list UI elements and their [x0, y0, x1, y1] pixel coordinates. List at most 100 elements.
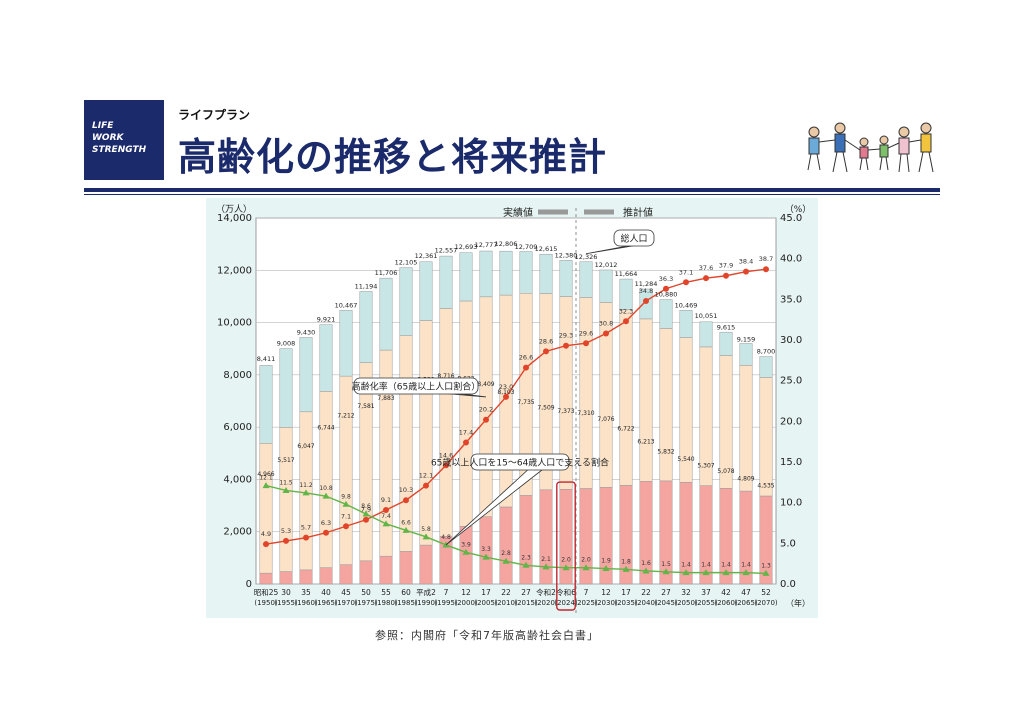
aging-rate-point	[463, 439, 469, 446]
aging-rate-point	[643, 297, 649, 304]
support-ratio-point	[662, 568, 670, 575]
support-ratio-label: 6.6	[401, 519, 411, 526]
support-ratio-label: 12.1	[259, 475, 273, 482]
support-ratio-point	[722, 569, 730, 576]
y-right-tick-label: 30.0	[780, 335, 802, 346]
total-label: 11,706	[375, 269, 398, 277]
support-ratio-label: 3.9	[461, 541, 471, 548]
aging-rate-point	[623, 318, 629, 325]
bar-segment-0	[499, 506, 513, 585]
aging-rate-point	[763, 266, 769, 273]
total-label: 12,361	[415, 252, 438, 260]
support-ratio-label: 1.6	[641, 560, 651, 567]
support-ratio-callout-pointer	[445, 467, 545, 546]
bar-segment-2	[719, 331, 733, 356]
bar-segment-1	[459, 300, 473, 527]
support-ratio-point	[402, 526, 410, 533]
aging-rate-point	[543, 348, 549, 355]
aging-rate-label: 30.8	[599, 319, 613, 327]
working-age-label: 5,078	[717, 468, 734, 475]
x-tick-year: (2060)	[714, 599, 738, 607]
aging-rate-label: 29.3	[559, 332, 573, 340]
bar-segment-1	[739, 365, 753, 492]
support-ratio-label: 7.4	[381, 513, 391, 520]
header-rule-thin	[84, 194, 940, 195]
aging-rate-label: 32.3	[619, 307, 633, 315]
bar-segment-2	[439, 255, 453, 309]
aging-rate-point	[443, 462, 449, 469]
support-ratio-label: 2.8	[501, 550, 511, 557]
logo-line-3: STRENGTH	[92, 145, 147, 155]
working-age-label: 4,966	[257, 471, 274, 478]
bar-segment-2	[739, 343, 753, 366]
total-label: 8,411	[257, 355, 276, 363]
aging-rate-point	[323, 529, 329, 536]
aging-rate-label: 9.1	[381, 496, 391, 504]
x-tick-year: (1955)	[274, 599, 298, 607]
support-ratio-callout-box	[470, 453, 570, 471]
x-tick-era: 60	[401, 588, 411, 597]
x-tick-year: (1965)	[314, 599, 338, 607]
aging-rate-point	[403, 497, 409, 504]
working-age-label: 7,310	[577, 410, 594, 417]
working-age-label: 7,509	[537, 405, 554, 412]
bar-segment-2	[479, 250, 493, 298]
bar-segment-2	[399, 267, 413, 336]
bar-segment-1	[619, 309, 633, 486]
support-ratio-label: 5.8	[421, 526, 431, 533]
y-left-tick-label: 14,000	[217, 213, 252, 224]
y-right-axis-label: （%）	[785, 204, 812, 215]
bar-segment-2	[519, 251, 533, 294]
x-tick-era: 12	[601, 588, 611, 597]
x-tick-era: 17	[621, 588, 631, 597]
support-ratio-label: 11.2	[299, 482, 313, 489]
aging-rate-label: 28.6	[539, 337, 553, 345]
working-age-label: 6,722	[617, 425, 634, 432]
total-callout-box	[613, 229, 655, 247]
header-rule	[84, 188, 940, 192]
support-ratio-label: 1.9	[601, 558, 611, 565]
aging-rate-label: 37.1	[679, 268, 693, 276]
x-tick-year: (1985)	[394, 599, 418, 607]
bar-segment-0	[379, 555, 393, 585]
x-tick-year: (1980)	[374, 599, 398, 607]
aging-rate-label: 23.0	[499, 383, 513, 391]
bar-segment-1	[339, 375, 353, 565]
x-tick-era: 32	[681, 588, 691, 597]
x-tick-year: (2055)	[694, 599, 718, 607]
support-ratio-point	[342, 500, 350, 507]
aging-rate-label: 20.2	[479, 406, 493, 414]
x-tick-year: (2020)	[534, 599, 558, 607]
aging-rate-line	[265, 268, 767, 545]
total-label: 11,194	[355, 282, 378, 290]
y-left-tick-label: 6,000	[223, 422, 252, 433]
support-ratio-point	[462, 548, 470, 555]
x-tick-year: (1970)	[334, 599, 358, 607]
bar-segment-1	[279, 427, 293, 572]
x-tick-era: 27	[521, 588, 531, 597]
bar-segment-0	[359, 560, 373, 585]
total-label: 10,469	[675, 301, 698, 309]
support-ratio-label: 1.4	[721, 562, 731, 569]
bar-segment-2	[599, 269, 613, 303]
bar-segment-2	[499, 250, 513, 296]
x-tick-era: 30	[281, 588, 291, 597]
y-right-tick-label: 35.0	[780, 294, 802, 305]
aging-rate-point	[603, 330, 609, 337]
x-tick-year: (2065)	[734, 599, 758, 607]
support-ratio-point	[582, 564, 590, 571]
aging-rate-label: 38.4	[739, 258, 753, 266]
y-left-tick-label: 0	[246, 579, 252, 590]
x-tick-year: (1990)	[414, 599, 438, 607]
aging-rate-point	[503, 393, 509, 400]
support-ratio-point	[762, 569, 770, 576]
total-label: 9,921	[317, 316, 336, 324]
working-age-label: 7,883	[377, 395, 394, 402]
aging-rate-callout-text: 高齢化率（65歳以上人口割合）	[352, 381, 480, 393]
y-right-tick-label: 45.0	[780, 213, 802, 224]
x-tick-year: (2025)	[574, 599, 598, 607]
bar-segment-2	[299, 337, 313, 413]
working-age-label: 7,735	[517, 399, 534, 406]
working-age-label: 6,213	[637, 439, 654, 446]
bar-segment-0	[539, 489, 553, 585]
